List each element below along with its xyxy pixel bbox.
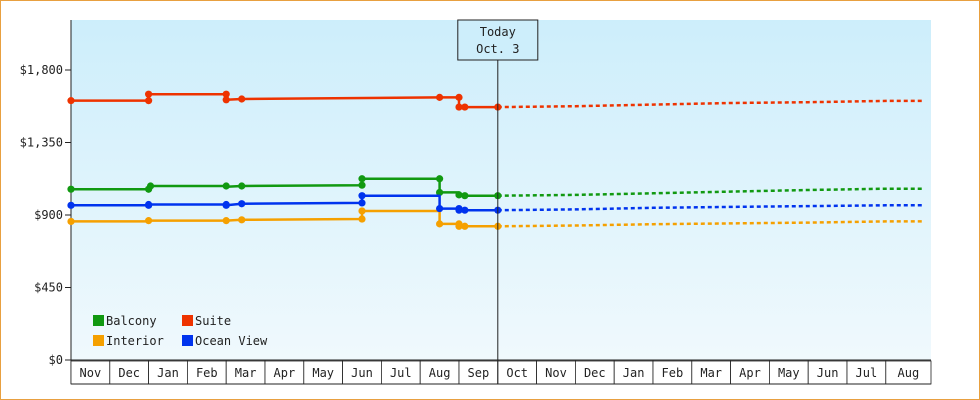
series-point-interior <box>145 217 153 225</box>
month-label: Mar <box>700 366 722 380</box>
legend-label-ocean-view: Ocean View <box>195 334 268 348</box>
series-point-ocean-view <box>222 201 230 209</box>
legend-label-interior: Interior <box>106 334 164 348</box>
month-label: Sep <box>468 366 490 380</box>
today-box <box>457 19 539 61</box>
today-label: Today <box>480 25 516 39</box>
series-point-ocean-view <box>358 199 366 207</box>
month-label: Jun <box>817 366 839 380</box>
y-tick-label: $1,800 <box>20 63 63 77</box>
series-point-interior <box>238 216 246 224</box>
series-point-suite <box>222 90 230 98</box>
month-label: Jun <box>351 366 373 380</box>
series-point-balcony <box>222 182 230 190</box>
series-point-ocean-view <box>67 201 75 209</box>
month-label: Feb <box>662 366 684 380</box>
series-point-interior <box>67 217 75 226</box>
series-point-ocean-view <box>436 204 444 213</box>
month-label: May <box>778 366 800 380</box>
series-point-suite <box>455 93 463 101</box>
month-label: Jul <box>856 366 878 380</box>
month-label: Apr <box>739 366 761 380</box>
series-point-balcony <box>455 191 463 199</box>
series-point-suite <box>222 96 230 104</box>
series-point-suite <box>461 103 469 111</box>
series-point-balcony <box>461 192 469 200</box>
month-label: May <box>312 366 334 380</box>
series-point-suite <box>238 95 246 103</box>
series-point-balcony <box>358 181 366 189</box>
today-date: Oct. 3 <box>476 42 519 56</box>
month-label: Jul <box>390 366 412 380</box>
month-label: Dec <box>584 366 606 380</box>
legend-label-suite: Suite <box>195 314 231 328</box>
series-point-ocean-view <box>461 206 469 214</box>
series-point-balcony <box>358 175 366 183</box>
series-point-suite <box>145 90 153 98</box>
month-label: Oct <box>506 366 528 380</box>
y-tick-label: $0 <box>49 353 63 367</box>
series-point-interior <box>436 220 444 228</box>
series-point-interior <box>455 222 463 230</box>
series-forecast-ocean-view <box>497 204 925 212</box>
legend-swatch-interior <box>93 335 104 346</box>
y-tick-label: $1,350 <box>20 136 63 150</box>
month-label: Mar <box>235 366 257 380</box>
series-point-ocean-view <box>145 200 153 209</box>
series-point-ocean-view <box>358 192 366 200</box>
series-point-ocean-view <box>455 206 463 214</box>
month-label: Nov <box>80 366 102 380</box>
month-label: Apr <box>274 366 296 380</box>
month-label: Dec <box>118 366 140 380</box>
series-point-balcony <box>238 182 246 190</box>
series-point-interior <box>461 222 469 230</box>
legend-swatch-balcony <box>93 315 104 326</box>
month-label: Jan <box>623 366 645 380</box>
series-forecast-interior <box>497 220 925 228</box>
month-label: Nov <box>545 366 567 380</box>
month-label: Jan <box>157 366 179 380</box>
series-point-balcony <box>67 185 75 193</box>
series-point-balcony <box>436 188 444 197</box>
legend-label-balcony: Balcony <box>106 314 157 328</box>
series-point-suite <box>436 93 444 101</box>
series-point-interior <box>222 217 230 225</box>
series-point-interior <box>358 215 366 223</box>
month-label: Aug <box>898 366 920 380</box>
series-forecast-balcony <box>497 187 925 197</box>
series-point-balcony <box>146 182 155 190</box>
series-point-suite <box>145 97 153 105</box>
series-point-suite <box>455 103 463 111</box>
series-point-suite <box>67 97 75 105</box>
y-tick-label: $900 <box>34 208 63 222</box>
y-tick-label: $450 <box>34 281 63 295</box>
series-point-balcony <box>436 175 444 183</box>
series-forecast-suite <box>497 99 925 109</box>
series-point-ocean-view <box>238 200 246 208</box>
month-label: Feb <box>196 366 218 380</box>
legend-swatch-ocean-view <box>182 335 193 346</box>
month-label: Aug <box>429 366 451 380</box>
series-point-interior <box>358 207 366 215</box>
legend-swatch-suite <box>182 315 193 326</box>
